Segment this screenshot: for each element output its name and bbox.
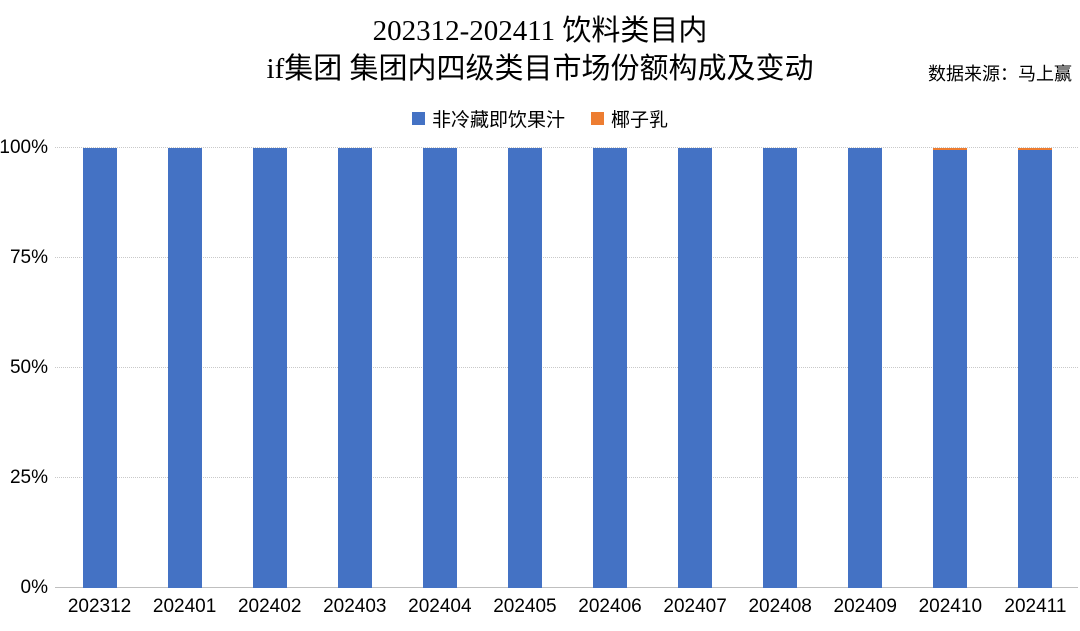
x-axis-label: 202402: [237, 596, 302, 617]
x-axis-label: 202312: [67, 596, 132, 617]
plot-area: 0% 25% 50% 75% 100% 202312 202401 202402 202403…: [0, 137, 1078, 617]
bar-segment: [252, 148, 287, 588]
stacked-bar: [933, 148, 968, 588]
y-axis-label: 0%: [20, 577, 48, 598]
bar-column: [312, 148, 397, 588]
chart-title-line2: if集团 集团内四级类目市场份额构成及变动: [266, 53, 814, 85]
bar-segment: [593, 148, 627, 588]
data-source-note: 数据来源：马上赢: [928, 64, 1072, 84]
stacked-bar: [763, 148, 798, 588]
bar-segment: [678, 148, 713, 588]
bar-column: [823, 148, 908, 588]
bar-column: [57, 148, 142, 588]
bar-segment: [82, 148, 117, 588]
stacked-bar: [507, 148, 542, 588]
stacked-bar: [1018, 148, 1053, 588]
chart-title: 202312-202411 饮料类目内 if集团 集团内四级类目市场份额构成及变…: [0, 12, 1080, 88]
stacked-bar: [337, 148, 372, 588]
bar-segment: [337, 148, 372, 588]
stacked-bar: [422, 148, 457, 588]
x-axis-label: 202401: [152, 596, 217, 617]
bar-column: [653, 148, 738, 588]
bar-segment: [848, 148, 883, 588]
bar-segment: [763, 148, 798, 588]
bar-column: [567, 148, 652, 588]
x-axis-label: 202406: [578, 596, 642, 617]
bar-segment: [422, 148, 457, 588]
bar-column: [397, 148, 482, 588]
x-axis-label: 202407: [663, 596, 727, 617]
y-axis-label: 75%: [9, 247, 48, 268]
bar-column: [482, 148, 567, 588]
stacked-bar: [593, 148, 627, 588]
bars: [57, 148, 1078, 588]
bar-segment: [1018, 150, 1053, 588]
legend-swatch-blue-icon: [411, 111, 425, 125]
stacked-bar: [167, 148, 202, 588]
x-axis-label: 202408: [748, 596, 812, 617]
legend-label-juice: 非冷藏即饮果汁: [431, 109, 565, 131]
bar-column: [227, 148, 312, 588]
legend-label-coconut-milk: 椰子乳: [611, 109, 669, 131]
chart-title-line1: 202312-202411 饮料类目内: [372, 15, 708, 47]
legend-swatch-orange-icon: [591, 111, 604, 125]
stacked-bar: [678, 148, 713, 588]
x-axis-label: 202404: [408, 596, 472, 617]
stacked-bar: [848, 148, 883, 588]
legend-item-juice: 非冷藏即饮果汁: [411, 105, 565, 132]
bar-segment: [507, 148, 542, 588]
x-axis: 202312 202401 202402 202403 202404 202405 2024…: [57, 596, 1078, 618]
x-axis-label: 202410: [918, 596, 983, 617]
x-axis-label: 202411: [1004, 596, 1067, 617]
gridline: [55, 257, 1078, 258]
bar-segment: [167, 148, 202, 588]
bar-column: [142, 148, 227, 588]
bar-column: [993, 148, 1078, 588]
bar-column: [908, 148, 993, 588]
y-axis-label: 100%: [0, 137, 48, 158]
gridline: [55, 477, 1078, 478]
gridline: [55, 147, 1078, 148]
y-axis-label: 50%: [9, 357, 48, 378]
bar-segment: [1018, 148, 1053, 151]
bar-segment: [933, 150, 968, 588]
legend: 非冷藏即饮果汁 椰子乳: [0, 105, 1080, 132]
bar-segment: [933, 148, 968, 151]
stacked-bar: [252, 148, 287, 588]
stacked-bar: [82, 148, 117, 588]
gridline: [55, 367, 1078, 368]
y-axis-label: 25%: [9, 467, 48, 488]
gridline: [55, 587, 1078, 588]
legend-item-coconut-milk: 椰子乳: [591, 105, 668, 132]
x-axis-label: 202409: [833, 596, 897, 617]
x-axis-label: 202405: [493, 596, 557, 617]
bar-column: [738, 148, 823, 588]
x-axis-label: 202403: [323, 596, 387, 617]
